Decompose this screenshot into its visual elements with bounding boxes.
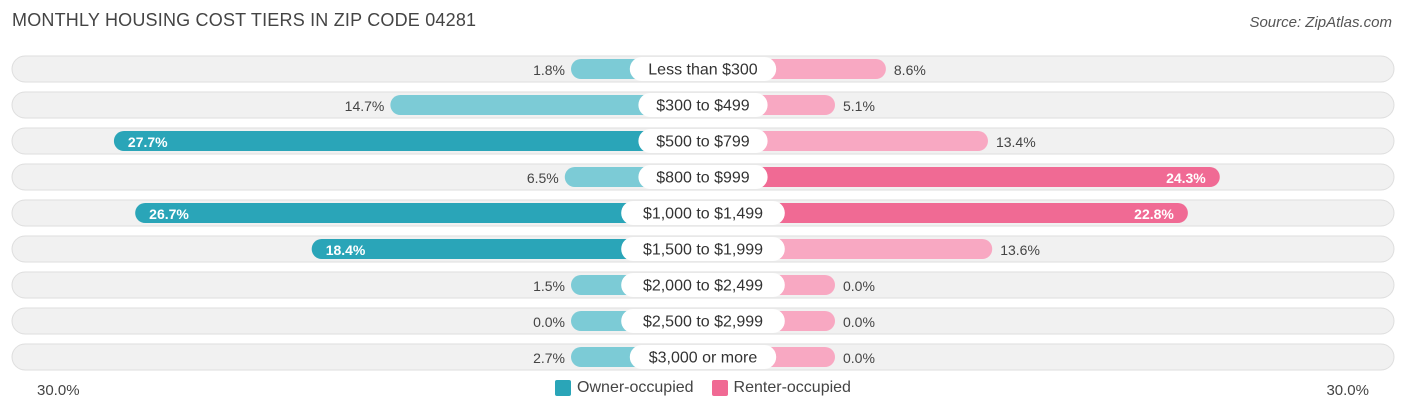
category-label: Less than $300: [648, 62, 758, 79]
category-pill: [629, 57, 777, 81]
category-label: $3,000 or more: [649, 350, 758, 367]
owner-bar: [113, 131, 703, 151]
renter-value-label: 0.0%: [843, 314, 875, 330]
renter-value-label: 0.0%: [843, 278, 875, 294]
legend: Owner-occupied Renter-occupied: [0, 379, 1406, 397]
renter-value-label: 24.3%: [1166, 170, 1206, 186]
category-label: $1,500 to $1,999: [643, 242, 763, 259]
category-label: $2,500 to $2,999: [643, 314, 763, 331]
legend-item-owner: Owner-occupied: [555, 379, 694, 397]
category-label: $300 to $499: [656, 98, 750, 115]
renter-bar: [703, 203, 1188, 223]
renter-value-label: 5.1%: [843, 98, 875, 114]
category-pill: [621, 309, 785, 333]
owner-value-label: 0.0%: [533, 314, 565, 330]
category-pill: [621, 201, 785, 225]
owner-bar: [390, 95, 703, 115]
axis-left-label: 30.0%: [37, 382, 80, 399]
renter-value-label: 0.0%: [843, 350, 875, 366]
legend-label-owner: Owner-occupied: [577, 379, 694, 396]
category-label: $2,000 to $2,499: [643, 278, 763, 295]
category-pill: [638, 129, 768, 153]
owner-value-label: 2.7%: [533, 350, 565, 366]
owner-value-label: 1.5%: [533, 278, 565, 294]
category-pill: [638, 93, 768, 117]
source-label: Source: ZipAtlas.com: [1249, 14, 1392, 31]
renter-bar: [703, 131, 988, 151]
owner-bar: [311, 239, 703, 259]
chart-title: MONTHLY HOUSING COST TIERS IN ZIP CODE 0…: [12, 10, 477, 30]
legend-swatch-renter: [711, 380, 728, 396]
owner-value-label: 6.5%: [527, 170, 559, 186]
owner-value-label: 26.7%: [149, 206, 189, 222]
category-pill: [621, 273, 785, 297]
category-pill: [638, 165, 768, 189]
legend-swatch-owner: [555, 380, 572, 396]
legend-item-renter: Renter-occupied: [711, 379, 851, 397]
renter-value-label: 22.8%: [1134, 206, 1174, 222]
owner-value-label: 14.7%: [345, 98, 385, 114]
category-label: $500 to $799: [656, 134, 750, 151]
category-label: $800 to $999: [656, 170, 750, 187]
category-pill: [629, 345, 777, 369]
category-label: $1,000 to $1,499: [643, 206, 763, 223]
owner-bar: [135, 203, 703, 223]
renter-value-label: 13.6%: [1000, 242, 1040, 258]
owner-value-label: 27.7%: [128, 134, 168, 150]
renter-bar: [703, 167, 1220, 187]
category-pill: [621, 237, 785, 261]
legend-label-renter: Renter-occupied: [733, 379, 851, 396]
owner-value-label: 18.4%: [326, 242, 366, 258]
owner-value-label: 1.8%: [533, 62, 565, 78]
renter-value-label: 13.4%: [996, 134, 1036, 150]
axis-right-label: 30.0%: [1326, 382, 1369, 399]
renter-value-label: 8.6%: [894, 62, 926, 78]
